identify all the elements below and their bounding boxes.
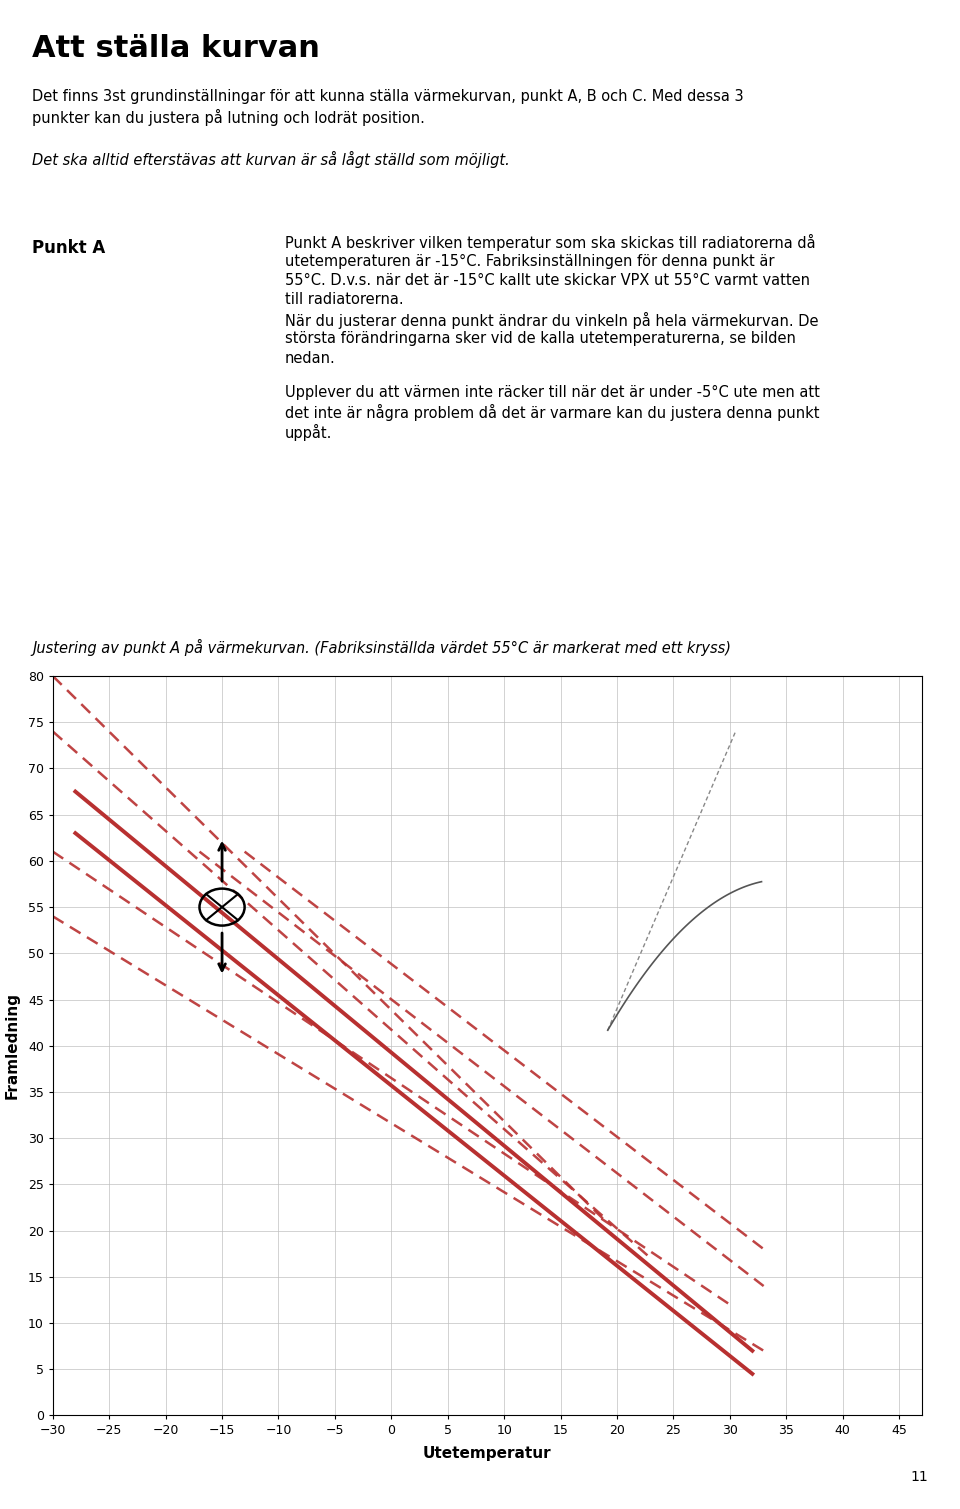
Text: till radiatorerna.: till radiatorerna. bbox=[285, 293, 403, 308]
Text: Att ställa kurvan: Att ställa kurvan bbox=[32, 35, 320, 63]
Text: När du justerar denna punkt ändrar du vinkeln på hela värmekurvan. De: När du justerar denna punkt ändrar du vi… bbox=[285, 312, 819, 329]
Text: 55°C. D.v.s. när det är -15°C kallt ute skickar VPX ut 55°C varmt vatten: 55°C. D.v.s. när det är -15°C kallt ute … bbox=[285, 273, 810, 288]
Text: Punkt A beskriver vilken temperatur som ska skickas till radiatorerna då: Punkt A beskriver vilken temperatur som … bbox=[285, 234, 816, 250]
Text: Punkt A: Punkt A bbox=[32, 238, 106, 257]
Text: Det finns 3st grundinställningar för att kunna ställa värmekurvan, punkt A, B oc: Det finns 3st grundinställningar för att… bbox=[32, 89, 744, 104]
Y-axis label: Framledning: Framledning bbox=[5, 993, 19, 1099]
Text: Upplever du att värmen inte räcker till när det är under -5°C ute men att: Upplever du att värmen inte räcker till … bbox=[285, 385, 820, 400]
Text: Justering av punkt A på värmekurvan. (Fabriksinställda värdet 55°C är markerat m: Justering av punkt A på värmekurvan. (Fa… bbox=[32, 638, 731, 656]
Text: Det ska alltid efterstävas att kurvan är så lågt ställd som möjligt.: Det ska alltid efterstävas att kurvan är… bbox=[32, 151, 510, 167]
Text: nedan.: nedan. bbox=[285, 352, 336, 367]
X-axis label: Utetemperatur: Utetemperatur bbox=[423, 1446, 551, 1461]
Text: uppåt.: uppåt. bbox=[285, 424, 332, 441]
Text: punkter kan du justera på lutning och lodrät position.: punkter kan du justera på lutning och lo… bbox=[32, 109, 425, 127]
Text: utetemperaturen är -15°C. Fabriksinställningen för denna punkt är: utetemperaturen är -15°C. Fabriksinställ… bbox=[285, 254, 775, 269]
Text: största förändringarna sker vid de kalla utetemperaturerna, se bilden: största förändringarna sker vid de kalla… bbox=[285, 332, 796, 347]
Text: det inte är några problem då det är varmare kan du justera denna punkt: det inte är några problem då det är varm… bbox=[285, 404, 820, 421]
Text: 11: 11 bbox=[910, 1470, 928, 1483]
